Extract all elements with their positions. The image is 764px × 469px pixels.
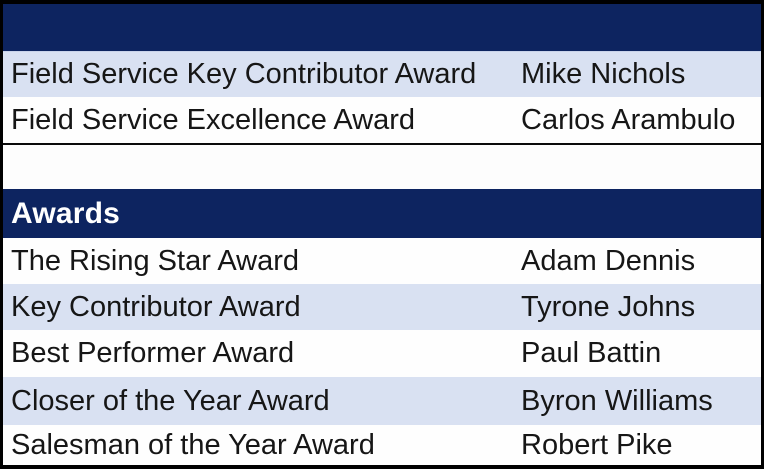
awards-table-header: Awards <box>3 189 761 238</box>
table-row[interactable]: Field Service Key Contributor Award Mike… <box>3 52 761 97</box>
table-row[interactable]: Key Contributor Award Tyrone Johns <box>3 284 761 330</box>
table-separator-band <box>3 145 761 189</box>
table-row[interactable]: The Rising Star Award Adam Dennis <box>3 238 761 284</box>
recipient-name-cell[interactable]: Tyrone Johns <box>521 290 696 323</box>
table-row[interactable]: Salesman of the Year Award Robert Pike <box>3 425 761 465</box>
award-name-cell[interactable]: The Rising Star Award <box>11 244 299 277</box>
field-service-awards-table: Field Service Key Contributor Award Mike… <box>3 4 761 145</box>
award-name-cell[interactable]: Salesman of the Year Award <box>11 429 375 461</box>
recipient-name-cell[interactable]: Byron Williams <box>521 384 713 417</box>
recipient-name-cell[interactable]: Mike Nichols <box>521 58 686 90</box>
award-name-cell[interactable]: Key Contributor Award <box>11 290 301 323</box>
table-row[interactable]: Best Performer Award Paul Battin <box>3 330 761 377</box>
table-row[interactable]: Closer of the Year Award Byron Williams <box>3 377 761 425</box>
recipient-name-cell[interactable]: Robert Pike <box>521 429 673 461</box>
award-name-cell[interactable]: Closer of the Year Award <box>11 384 330 417</box>
recipient-name-cell[interactable]: Carlos Arambulo <box>521 103 736 136</box>
recipient-name-cell[interactable]: Adam Dennis <box>521 244 696 277</box>
awards-table: Awards The Rising Star Award Adam Dennis… <box>3 189 761 465</box>
award-name-cell[interactable]: Field Service Excellence Award <box>11 103 416 136</box>
recipient-name-cell[interactable]: Paul Battin <box>521 337 662 369</box>
table-row[interactable]: Field Service Excellence Award Carlos Ar… <box>3 97 761 143</box>
award-name-cell[interactable]: Best Performer Award <box>11 337 295 369</box>
award-name-cell[interactable]: Field Service Key Contributor Award <box>11 58 477 90</box>
field-service-table-header-bar <box>3 4 761 52</box>
